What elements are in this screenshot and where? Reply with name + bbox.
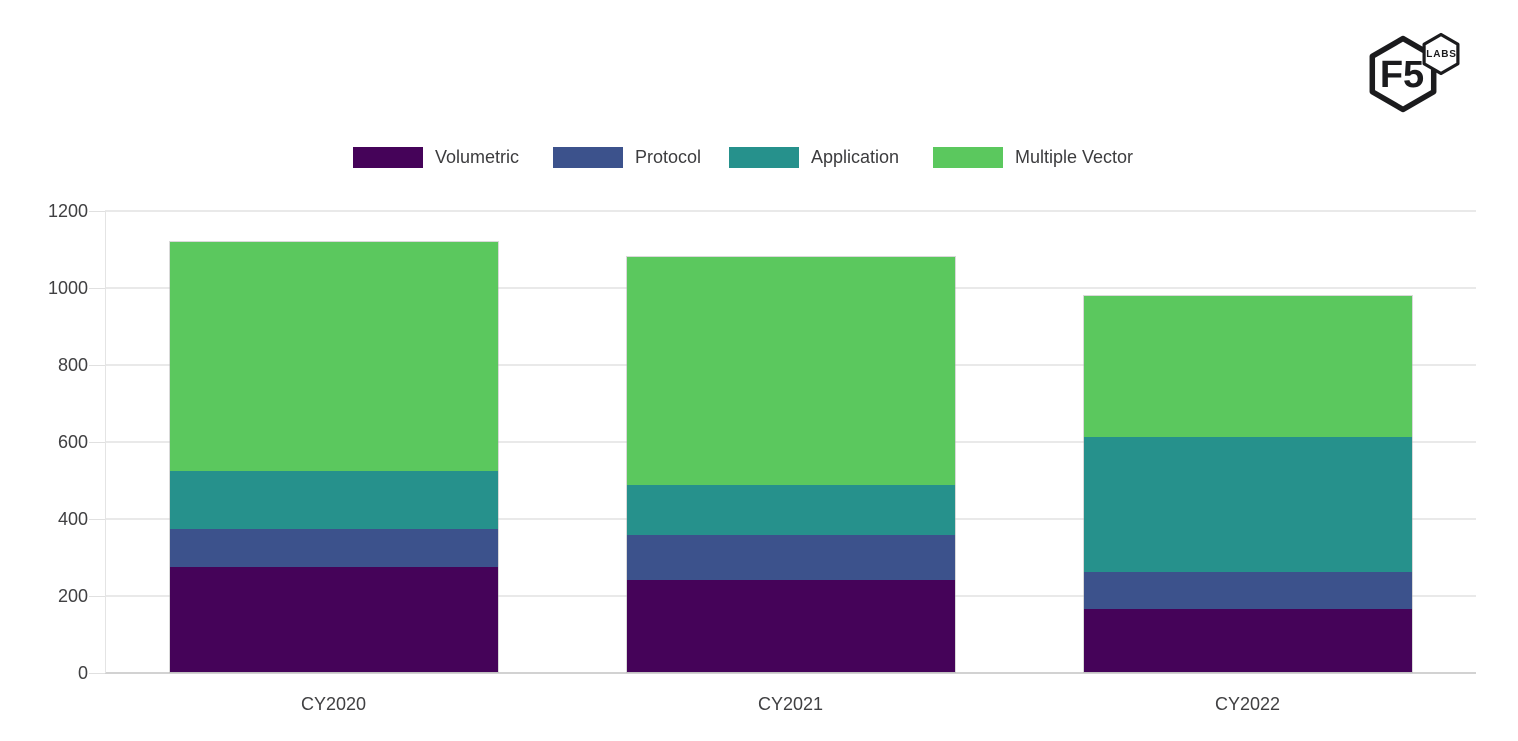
y-axis-tick [89,672,105,674]
bar-segment-volumetric[interactable] [1083,608,1412,672]
bar-segment-volumetric[interactable] [169,567,498,672]
y-axis-label: 200 [57,586,88,606]
y-axis-tick [89,210,105,212]
bar-segment-protocol[interactable] [169,528,498,568]
y-axis-tick [89,518,105,520]
legend-swatch-multiple-vector [933,147,1003,168]
legend-label-multiple-vector: Multiple Vector [1015,147,1134,167]
gridline-1200 [105,210,1476,212]
x-axis-label: CY2022 [1214,694,1281,714]
legend-label-protocol: Protocol [635,147,702,167]
labs-logo-text: LABS [1426,49,1456,60]
f5-logo-text: F5 [1380,54,1424,96]
bar-cy2021 [625,255,956,673]
legend-swatch-volumetric [353,147,423,168]
bar-segment-protocol[interactable] [1083,572,1412,609]
y-axis-label: 400 [57,509,88,529]
legend-item-protocol: Protocol [553,147,701,168]
legend-label-volumetric: Volumetric [435,147,520,167]
y-axis-line [105,211,106,673]
legend-swatch-application [729,147,799,168]
f5-labs-logo: F5 LABS [1369,32,1460,113]
y-axis-label: 1200 [47,201,88,221]
labs-hexagon-icon [1422,32,1460,76]
gridline-0 [105,672,1476,674]
legend-swatch-protocol [553,147,623,168]
bar-segment-multiple-vector[interactable] [626,256,955,486]
y-axis-label: 1000 [47,278,88,298]
bar-cy2022 [1082,294,1413,673]
bar-segment-volumetric[interactable] [626,579,955,672]
y-axis-label: 600 [57,432,88,452]
legend-item-multiple-vector: Multiple Vector [933,147,1133,168]
legend-label-application: Application [811,147,900,167]
bar-segment-application[interactable] [1083,436,1412,573]
legend-item-volumetric: Volumetric [353,147,519,168]
y-axis-tick [89,441,105,443]
x-axis-label: CY2020 [300,694,367,714]
legend-item-application: Application [729,147,899,168]
x-axis-label: CY2021 [757,694,824,714]
bar-segment-application[interactable] [626,485,955,535]
bar-segment-multiple-vector[interactable] [1083,295,1412,437]
y-axis-tick [89,364,105,366]
bar-segment-application[interactable] [169,471,498,529]
bar-segment-multiple-vector[interactable] [169,241,498,472]
y-axis-tick [89,287,105,289]
y-axis-tick [89,595,105,597]
y-axis-label: 0 [77,663,88,683]
bar-cy2020 [168,240,499,673]
y-axis-label: 800 [57,355,88,375]
bar-segment-protocol[interactable] [626,534,955,580]
